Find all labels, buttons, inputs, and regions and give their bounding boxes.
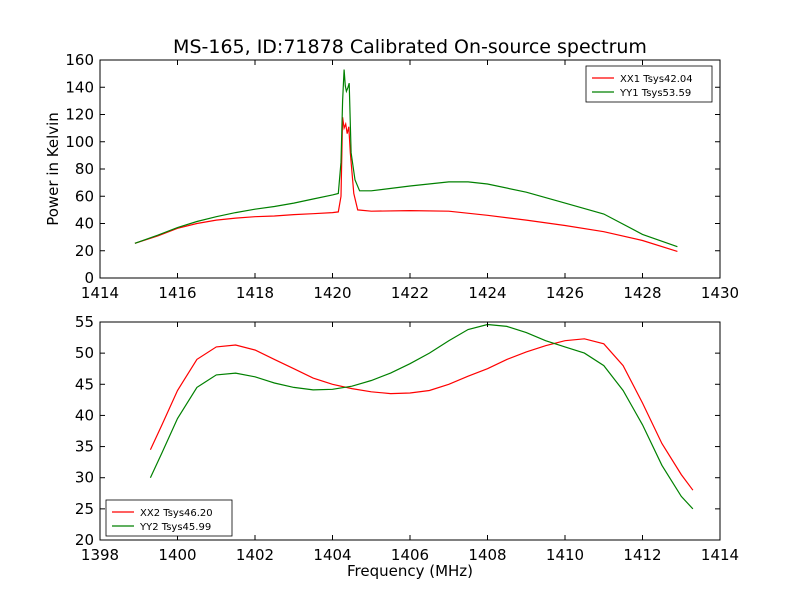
y-tick-label: 25 (75, 500, 94, 518)
x-tick-label: 1426 (546, 284, 584, 302)
y-tick-label: 20 (75, 242, 94, 260)
bottom-panel: 1398 1400 1402 1404 1406 1408 1410 1412 1414 20 25… (75, 313, 739, 564)
x-tick-label: 1430 (701, 284, 739, 302)
y-tick-label: 140 (65, 78, 94, 96)
x-tick-label: 1424 (468, 284, 506, 302)
top-y-axis-title: Power in Kelvin (44, 112, 62, 226)
y-tick-label: 20 (75, 531, 94, 549)
series-line-1 (134, 117, 678, 252)
series-line-1 (149, 338, 694, 491)
legend-box (105, 499, 233, 537)
y-tick-label: 50 (75, 344, 94, 362)
y-tick-label: 40 (75, 215, 94, 233)
x-tick-label: 1418 (236, 284, 274, 302)
x-axis-title: Frequency (MHz) (347, 562, 473, 580)
x-tick-label: 1416 (158, 284, 196, 302)
y-tick-label: 45 (75, 375, 94, 393)
legend: XX1 Tsys42.04 YY1 Tsys53.59 (585, 65, 713, 103)
legend: XX2 Tsys46.20 YY2 Tsys45.99 (105, 499, 233, 537)
y-tick-label: 80 (75, 160, 94, 178)
x-tick-label: 1422 (391, 284, 429, 302)
y-tick-label: 55 (75, 313, 94, 331)
x-tick-label: 1414 (701, 546, 739, 564)
x-tick-label: 1410 (546, 546, 584, 564)
legend-label: YY2 Tsys45.99 (139, 522, 211, 533)
series-line-2 (134, 69, 678, 248)
y-tick-label: 35 (75, 438, 94, 456)
chart-title: MS-165, ID:71878 Calibrated On-source sp… (173, 36, 647, 58)
x-tick-label: 1400 (158, 546, 196, 564)
x-tick-label: 1412 (623, 546, 661, 564)
top-panel: 1414 1416 1418 1420 1422 1424 1426 1428 1430 0 20 4… (65, 51, 739, 302)
y-tick-label: 40 (75, 406, 94, 424)
series-line-2 (149, 323, 694, 510)
y-tick-label: 160 (65, 51, 94, 69)
y-tick-label: 120 (65, 106, 94, 124)
y-tick-label: 30 (75, 469, 94, 487)
x-tick-label: 1414 (81, 284, 119, 302)
x-tick-label: 1408 (468, 546, 506, 564)
legend-label: YY1 Tsys53.59 (619, 88, 691, 99)
x-tick-label: 1404 (313, 546, 351, 564)
x-tick-label: 1398 (81, 546, 119, 564)
legend-box (585, 65, 713, 103)
y-tick-label: 0 (84, 269, 94, 287)
x-tick-label: 1428 (623, 284, 661, 302)
x-tick-label: 1406 (391, 546, 429, 564)
x-tick-label: 1402 (236, 546, 274, 564)
y-tick-label: 100 (65, 133, 94, 151)
legend-label: XX2 Tsys46.20 (140, 508, 213, 519)
x-tick-label: 1420 (313, 284, 351, 302)
y-tick-label: 60 (75, 187, 94, 205)
legend-label: XX1 Tsys42.04 (620, 74, 693, 85)
